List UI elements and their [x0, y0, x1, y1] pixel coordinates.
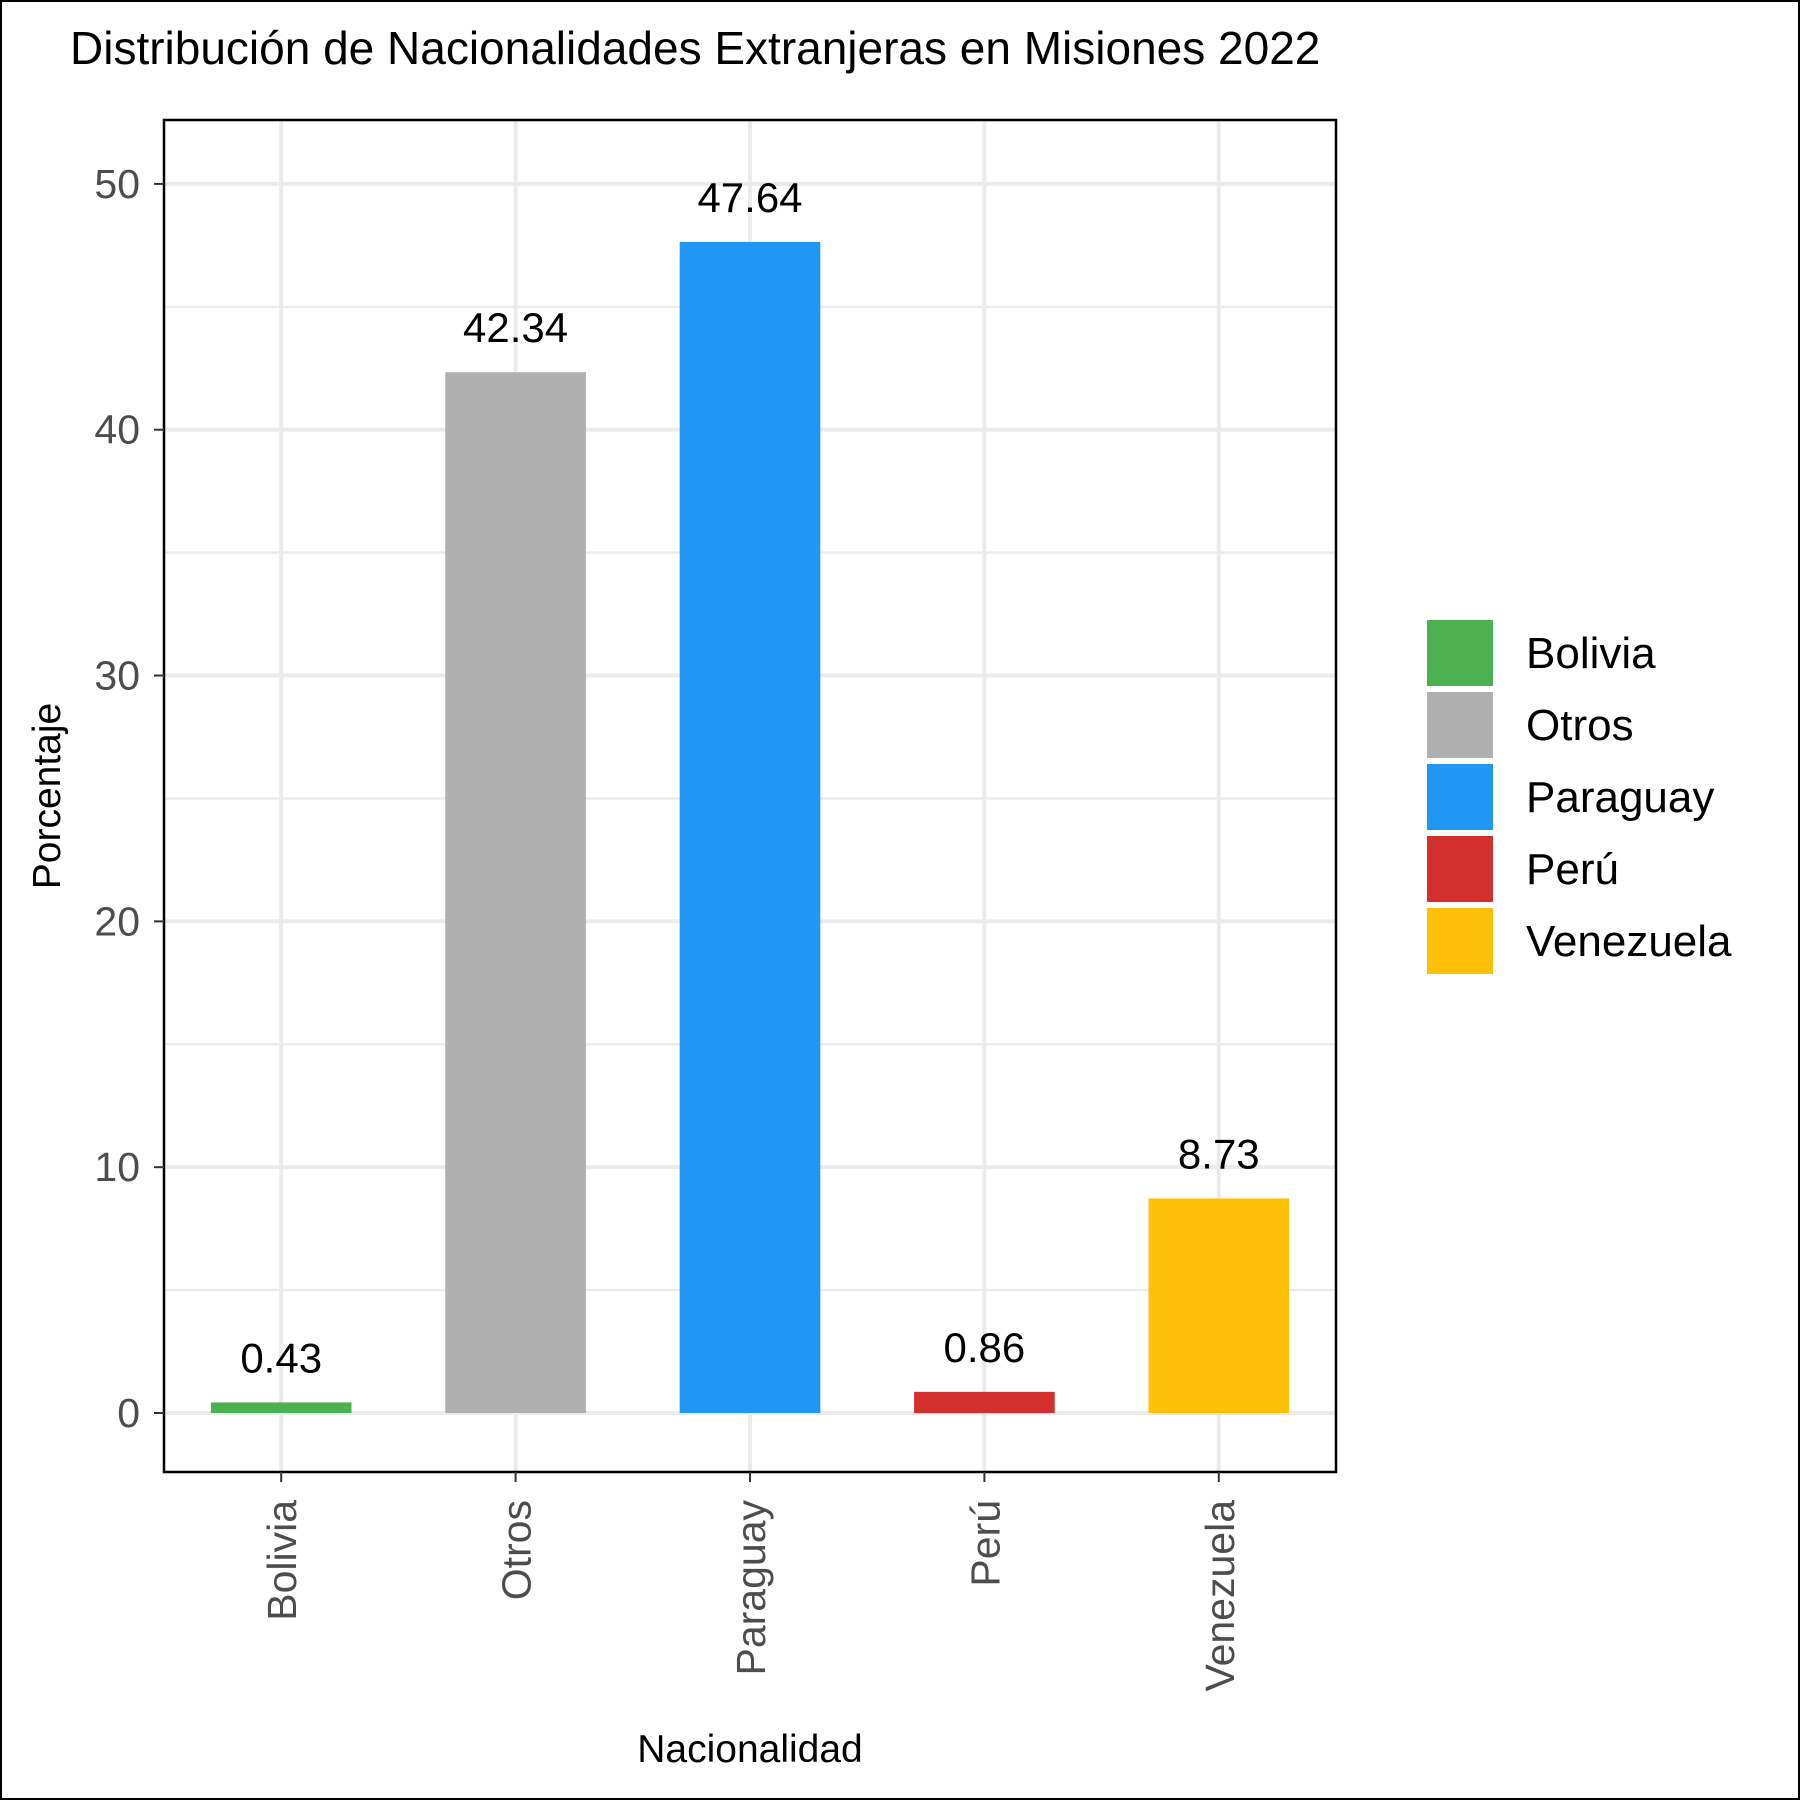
legend-label-bolivia: Bolivia — [1526, 629, 1656, 678]
value-label-otros: 42.34 — [463, 304, 568, 351]
bars — [210, 241, 1290, 1414]
y-tick-label: 10 — [94, 1144, 140, 1190]
legend-label-venezuela: Venezuela — [1526, 917, 1732, 966]
y-tick-label: 40 — [94, 407, 140, 453]
x-axis-title: Nacionalidad — [637, 1728, 863, 1771]
bar-otros — [445, 372, 586, 1414]
x-tick-label-bolivia: Bolivia — [259, 1500, 305, 1621]
legend-key-bolivia — [1427, 620, 1493, 686]
y-tick-label: 50 — [94, 161, 140, 207]
value-label-venezuela: 8.73 — [1178, 1130, 1260, 1177]
bar-paraguay — [679, 241, 821, 1414]
legend-key-otros — [1427, 692, 1493, 758]
bar-bolivia — [210, 1402, 352, 1414]
x-tick-label-otros: Otros — [494, 1500, 540, 1600]
value-labels: 0.43 42.34 47.64 0.86 8.73 — [240, 174, 1259, 1382]
legend-label-paraguay: Paraguay — [1526, 773, 1714, 822]
legend-key-perú — [1427, 836, 1493, 902]
y-axis-title: Porcentaje — [26, 703, 69, 889]
y-tick-label: 0 — [117, 1390, 140, 1436]
x-tick-label-venezuela: Venezuela — [1197, 1500, 1243, 1692]
legend-label-perú: Perú — [1526, 845, 1619, 894]
y-tick-label: 30 — [94, 653, 140, 699]
value-label-bolivia: 0.43 — [240, 1334, 322, 1381]
legend-key-venezuela — [1427, 908, 1493, 974]
y-tick-label: 20 — [94, 898, 140, 944]
value-label-paraguay: 47.64 — [697, 174, 802, 221]
x-tick-label-paraguay: Paraguay — [728, 1500, 774, 1676]
legend-label-otros: Otros — [1526, 701, 1634, 750]
bar-venezuela — [1148, 1198, 1290, 1414]
bar-perú — [914, 1391, 1055, 1414]
value-label-perú: 0.86 — [944, 1324, 1026, 1371]
y-axis: 0 10 20 30 40 50 — [94, 161, 164, 1436]
x-axis: Bolivia Otros Paraguay Perú Venezuela — [259, 1472, 1243, 1692]
legend: Bolivia Otros Paraguay Perú Venezuela — [1427, 620, 1732, 974]
legend-key-paraguay — [1427, 764, 1493, 830]
x-tick-label-perú: Perú — [962, 1500, 1008, 1587]
chart-title: Distribución de Nacionalidades Extranjer… — [70, 22, 1320, 74]
